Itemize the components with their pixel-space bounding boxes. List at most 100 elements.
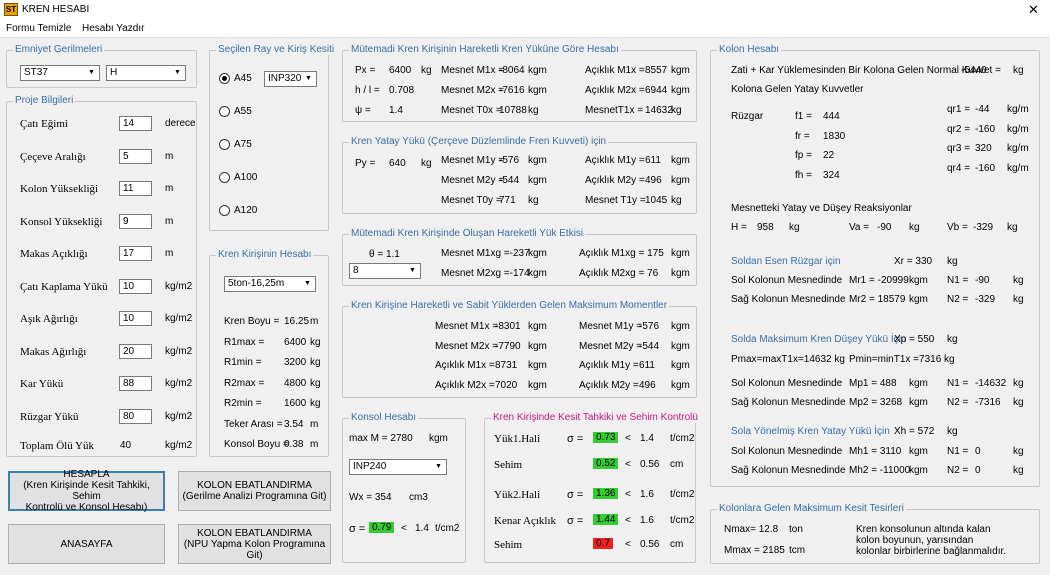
kiris-label: R2min =: [224, 398, 262, 409]
mut-right-unit: kgm: [671, 65, 690, 76]
proje-input[interactable]: 11: [119, 181, 152, 196]
kesitmax-group: Kolonlara Gelen Maksimum Kesit Tesirleri…: [710, 503, 1040, 564]
ray-radio-a75[interactable]: [219, 139, 230, 150]
proje-unit: kg/m2: [165, 345, 193, 357]
reak-unit: kg: [1007, 222, 1018, 233]
ray-radio-a45[interactable]: [219, 73, 230, 84]
anasayfa-label: ANASAYFA: [60, 538, 113, 550]
menu-formu-temizle[interactable]: Formu Temizle: [6, 23, 72, 34]
combo-select[interactable]: 8 ▼: [349, 263, 421, 279]
anasayfa-button[interactable]: ANASAYFA: [8, 524, 165, 564]
section-row-m: Mh1 = 3110: [849, 446, 902, 457]
kolon-gerilme-button[interactable]: KOLON EBATLANDIRMA (Gerilme Analizi Prog…: [178, 471, 331, 511]
kolon-q-unit: kg/m: [1007, 123, 1029, 135]
proje-unit: kg/m2: [165, 280, 193, 292]
maks-left-value: -7790: [495, 340, 521, 352]
proje-input[interactable]: 9: [119, 213, 152, 229]
py-unit: kg: [421, 158, 432, 169]
profile-select[interactable]: INP320 ▼: [264, 71, 317, 87]
kolon-title: Kolon Hesabı: [717, 44, 782, 55]
kesit-lt: <: [625, 515, 631, 526]
mmax-value: Mmax = 2185: [724, 545, 785, 556]
section-title: Soldan Esen Rüzgar için: [731, 256, 841, 267]
kiris-label: R1max =: [224, 336, 265, 348]
proje-input[interactable]: 10: [119, 278, 152, 294]
proje-input[interactable]: 88: [119, 376, 152, 391]
kesit-value: 0.52: [593, 458, 619, 469]
etki-mid-label: Mesnet M1xg =-237: [441, 248, 530, 259]
kesit-label: Sehim: [494, 459, 523, 471]
section-x: Xp = 550: [894, 334, 935, 345]
proje-input[interactable]: 14: [119, 116, 152, 131]
section-x-unit: kg: [947, 256, 958, 267]
proje-label: Makas Açıklığı: [20, 248, 88, 260]
mut-mid-unit: kgm: [528, 85, 547, 96]
yat-mid-label: Mesnet M2y =: [441, 175, 505, 186]
section-row-n-value: -329: [975, 294, 996, 305]
mut-left-value: 1.4: [389, 105, 403, 116]
chevron-down-icon: ▼: [435, 463, 442, 470]
proje-input[interactable]: 17: [119, 246, 152, 261]
kiris-value: 4800: [284, 377, 307, 389]
kolon2-label: KOLON EBATLANDIRMA: [197, 527, 312, 539]
ruzgar-label: Rüzgar: [731, 111, 764, 122]
kolon-q-label: qr3 =: [947, 143, 971, 154]
close-icon[interactable]: ✕: [1028, 2, 1039, 17]
ray-radio-a55[interactable]: [219, 106, 230, 117]
etki-right-unit: kgm: [671, 268, 690, 279]
chevron-down-icon: ▼: [305, 75, 312, 82]
yat-mid-unit: kgm: [528, 155, 547, 166]
etki-mid-label: Mesnet M2xg =-174: [441, 268, 530, 279]
proje-input[interactable]: 80: [119, 408, 152, 424]
wx-value: Wx = 354: [349, 492, 392, 503]
proje-unit: kg/m2: [165, 378, 193, 389]
section-row-m-unit: kgm: [909, 275, 928, 286]
yat-mid-label: Mesnet T0y =: [441, 195, 502, 206]
kolon-q-value: -44: [975, 104, 990, 115]
ray-radio-a120[interactable]: [219, 205, 230, 216]
maks-right-value: 496: [639, 379, 656, 391]
menu-hesabi-yazdir[interactable]: Hesabı Yazdır: [82, 23, 145, 34]
section-x-unit: kg: [947, 426, 958, 437]
kesit-limit: 1.6: [640, 515, 654, 526]
proje-input[interactable]: 20: [119, 343, 152, 359]
proje-unit: kg/m2: [165, 410, 193, 422]
section-row-label: Sağ Kolonun Mesnedinde: [731, 465, 846, 476]
konsol-profile-select[interactable]: INP240 ▼: [349, 459, 447, 475]
kolon-f-label: fh =: [795, 169, 812, 181]
kesit-label: Yük1.Hali: [494, 433, 541, 445]
maxm-value: max M = 2780: [349, 433, 413, 444]
py-value: 640: [389, 158, 406, 169]
etki-right-unit: kgm: [671, 248, 690, 259]
kolon-npu-button[interactable]: KOLON EBATLANDIRMA (NPU Yapma Kolon Prog…: [178, 524, 331, 564]
chevron-down-icon: ▼: [174, 69, 181, 76]
kiris-unit: kg: [310, 357, 321, 368]
proje-label: Çatı Eğimi: [20, 118, 68, 130]
maks-left-unit: kgm: [528, 360, 547, 371]
kesit-value: 1.36: [593, 488, 619, 499]
hesapla-button[interactable]: HESAPLA (Kren Kirişinde Kesit Tahkiki, S…: [8, 469, 165, 513]
ray-label-a55: A55: [234, 106, 252, 117]
proje-unit: m: [165, 150, 174, 162]
proje-input[interactable]: 10: [119, 311, 152, 326]
kiris-value: 6400: [284, 336, 307, 348]
yat-mid-unit: kgm: [528, 175, 547, 186]
proje-input[interactable]: 5: [119, 148, 152, 164]
kesitmax-title: Kolonlara Gelen Maksimum Kesit Tesirleri: [717, 503, 906, 514]
kiris-value: 3200: [284, 357, 307, 368]
crane-select[interactable]: 5ton-16,25m ▼: [224, 276, 316, 292]
proje-label: Kolon Yüksekliği: [20, 183, 99, 195]
yatay-label: Kolona Gelen Yatay Kuvvetler: [731, 84, 864, 95]
ray-radio-a100[interactable]: [219, 172, 230, 183]
section-row-n-unit: kg: [1013, 465, 1024, 476]
maks-right-label: Açıklık M1y =: [579, 360, 639, 371]
section-row-m: Mp1 = 488: [849, 378, 897, 389]
load-select[interactable]: H ▼: [106, 65, 186, 81]
mut-right-unit: kg: [671, 105, 682, 116]
mut-left-label: ψ =: [355, 105, 371, 116]
kolon-f-label: fp =: [795, 150, 812, 161]
steel-select[interactable]: ST37 ▼: [20, 65, 100, 81]
section-row-m-unit: kgm: [909, 465, 928, 476]
proje-label: Çatı Kaplama Yükü: [20, 280, 108, 293]
proje-title: Proje Bilgileri: [13, 95, 76, 106]
